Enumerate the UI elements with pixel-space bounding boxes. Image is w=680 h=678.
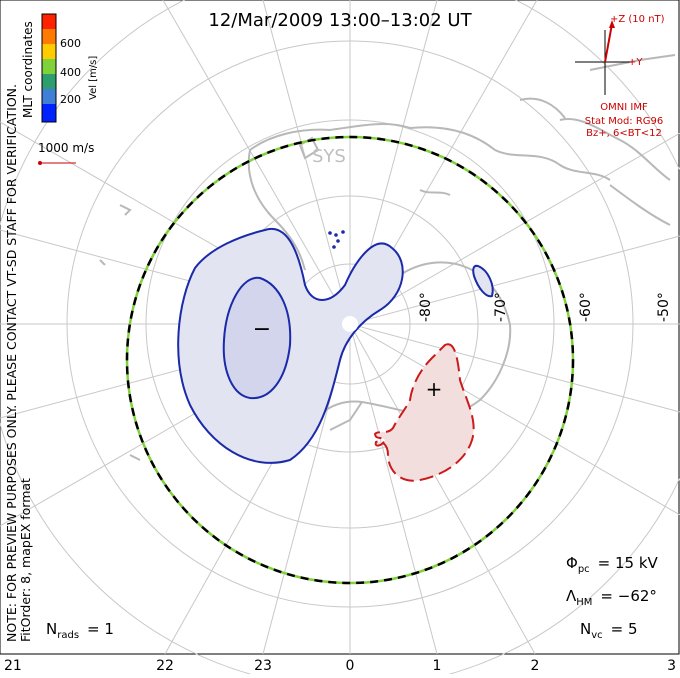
colorbar-tick-400: 400 [60, 66, 81, 79]
velocity-colorbar: 600 400 200 Vel [m/s] [41, 13, 99, 123]
colorbar-axis-label: Vel [m/s] [88, 56, 99, 100]
heppner-maynard-boundary [125, 135, 575, 585]
stat-model-condition: Bz+, 6<BT<12 [586, 128, 662, 139]
mlt-meridians [0, 0, 680, 655]
n-rads-stat: Nrads = 1 [46, 620, 114, 641]
positive-cell: + [373, 343, 475, 482]
coordinate-system-label: MLT coordinates [21, 21, 35, 118]
lat-label-70: -70° [493, 292, 509, 322]
map-title: 12/Mar/2009 13:00–13:02 UT [208, 10, 472, 31]
lat-label-60: -60° [578, 292, 594, 322]
lat-label-80: -80° [418, 292, 434, 322]
map-statistics: Φpc = 15 kV ΛHM = −62° Nvc = 5 Nrads = 1 [46, 554, 659, 641]
positive-cell-sign: + [426, 377, 443, 401]
lat-label-50: -50° [656, 292, 672, 322]
mlt-label-23: 23 [254, 658, 272, 674]
pole-marker [342, 316, 358, 332]
fit-order-label: FitOrder: 8, mapEX format [18, 478, 33, 642]
negative-cell-small-contour [472, 264, 494, 298]
mlt-axis-labels: 21 22 23 0 1 2 3 [4, 658, 676, 674]
mlt-label-1: 1 [433, 658, 442, 674]
mlt-label-3: 3 [667, 658, 676, 674]
negative-cell-inner-contour [222, 276, 292, 400]
lambda-hm-stat: ΛHM = −62° [566, 587, 657, 608]
colorbar-tick-600: 600 [60, 37, 81, 50]
latitude-labels: -80° -70° -60° -50° [418, 292, 672, 322]
colorbar-tick-200: 200 [60, 93, 81, 106]
n-vc-stat: Nvc = 5 [580, 620, 638, 641]
negative-dots [328, 230, 345, 249]
negative-cell: − [177, 227, 494, 464]
negative-cell-sign: − [253, 317, 271, 342]
vector-scale-label: 1000 m/s [38, 141, 94, 155]
phi-pc-stat: Φpc = 15 kV [566, 554, 659, 575]
preview-note: NOTE: FOR PREVIEW PURPOSES ONLY. PLEASE … [4, 84, 19, 642]
positive-cell-contour [373, 343, 475, 482]
imf-y-label: +Y [628, 57, 643, 68]
mlt-label-0: 0 [346, 658, 355, 674]
radar-label: SYS [312, 146, 346, 167]
imf-z-label: +Z (10 nT) [610, 14, 665, 25]
mlt-label-2: 2 [531, 658, 540, 674]
vector-scale: 1000 m/s [38, 141, 94, 165]
imf-clock: +Z (10 nT) +Y OMNI IMF Stat Mod: RG96 Bz… [575, 14, 665, 139]
imf-source-label: OMNI IMF [600, 102, 648, 113]
mlt-label-22: 22 [156, 658, 174, 674]
stat-model-label: Stat Mod: RG96 [585, 116, 664, 127]
mlt-label-21: 21 [4, 658, 22, 674]
